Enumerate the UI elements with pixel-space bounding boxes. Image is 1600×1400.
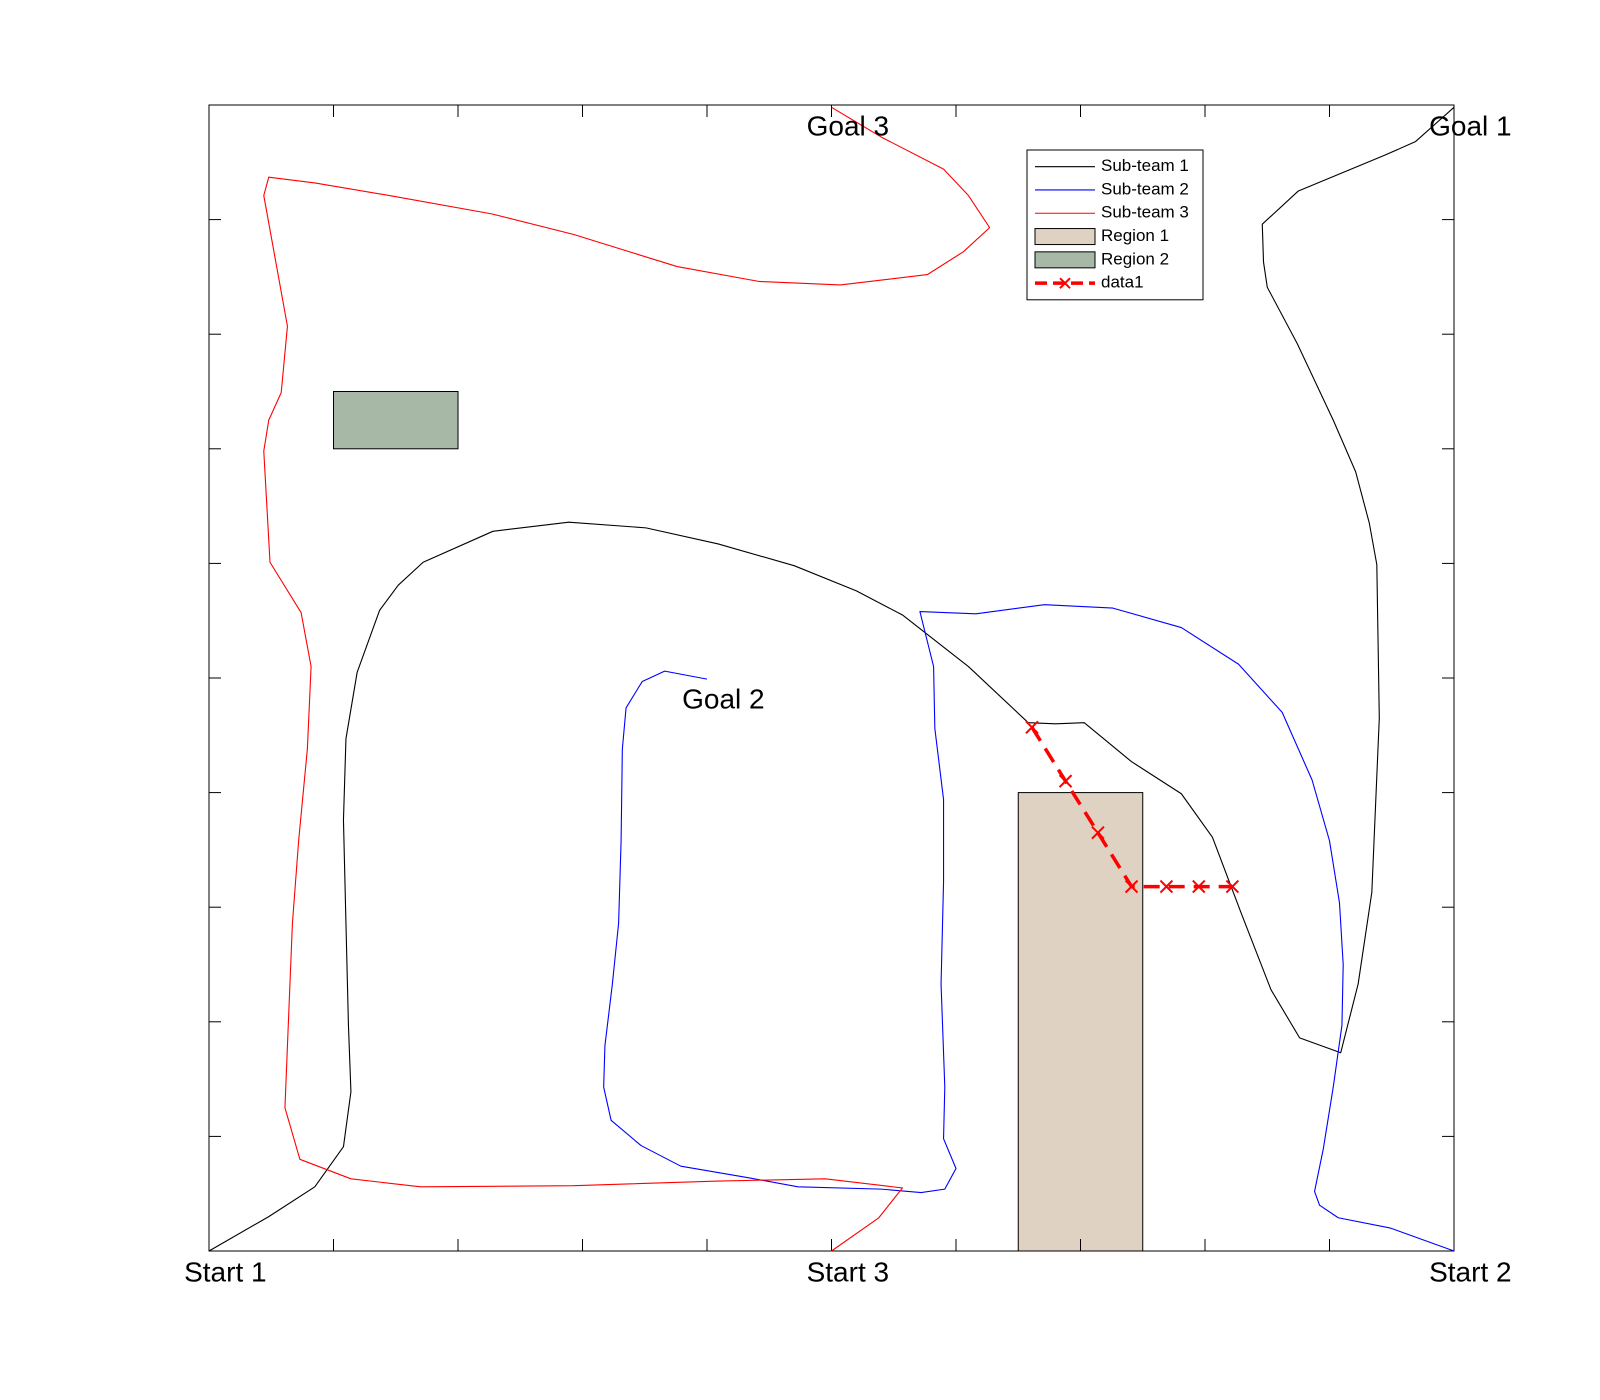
marker-stroke xyxy=(1124,879,1139,894)
legend-swatch xyxy=(1034,228,1096,246)
marker xyxy=(1124,879,1139,894)
annotation: Start 2 xyxy=(1429,1256,1511,1287)
marker xyxy=(1059,277,1071,289)
marker xyxy=(1091,826,1105,840)
marker-stroke xyxy=(1091,826,1105,840)
legend-box xyxy=(1026,149,1204,301)
legend-label: Region 1 xyxy=(1101,226,1169,245)
legend-label: data1 xyxy=(1101,273,1144,292)
marker-stroke xyxy=(1025,720,1039,734)
annotation: Start 3 xyxy=(807,1256,889,1287)
legend-label: Sub-team 2 xyxy=(1101,179,1189,198)
legend-label: Sub-team 1 xyxy=(1101,156,1189,175)
annotation: Goal 2 xyxy=(682,683,765,714)
marker-stroke xyxy=(1059,277,1071,289)
legend-label: Region 2 xyxy=(1101,249,1169,268)
legend-swatch xyxy=(1034,251,1096,269)
marker xyxy=(1025,720,1039,734)
annotation: Start 1 xyxy=(184,1256,266,1287)
marker xyxy=(1192,879,1206,894)
plot-box xyxy=(208,104,1455,1252)
marker xyxy=(1058,774,1073,788)
region xyxy=(333,391,459,450)
legend: Sub-team 1 Sub-team 2 Sub-team 3 Region 1 Re… xyxy=(1026,149,1204,301)
marker xyxy=(1159,879,1174,894)
series-line xyxy=(263,106,991,1252)
marker-stroke xyxy=(1192,879,1206,894)
marker-stroke xyxy=(1159,879,1174,894)
annotation: Goal 3 xyxy=(807,110,890,141)
legend-label: Sub-team 3 xyxy=(1101,203,1189,222)
marker xyxy=(1225,879,1240,894)
series-line xyxy=(208,106,1455,1252)
marker-stroke xyxy=(1058,774,1073,788)
region xyxy=(1017,792,1144,1252)
series-line xyxy=(603,604,1455,1252)
annotation: Goal 1 xyxy=(1429,110,1512,141)
marker-stroke xyxy=(1225,879,1240,894)
